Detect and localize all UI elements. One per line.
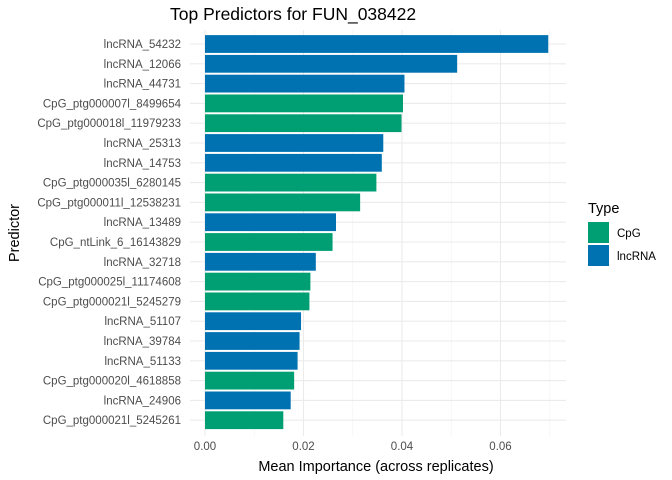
x-tick-label: 0.02 [292,441,314,453]
bar [205,391,291,410]
legend-title: Type [588,201,619,217]
legend-swatch [588,245,609,266]
bar [205,153,382,172]
bars [205,35,549,430]
bar [205,94,403,113]
x-axis-title: Mean Importance (across replicates) [258,459,493,475]
y-tick-label: CpG_ptg000018l_11979233 [37,118,181,130]
y-tick-labels: lncRNA_54232 lncRNA_12066 lncRNA_44731 CpG_… [37,39,181,427]
bar [205,74,405,93]
y-tick-label: lncRNA_39784 [104,336,182,348]
y-tick-label: lncRNA_12066 [104,59,181,71]
x-tick-label: 0.04 [391,441,414,453]
y-axis-title: Predictor [7,204,23,262]
bar [205,134,384,152]
y-tick-label: CpG_ptg000007l_8499654 [43,98,182,110]
y-tick-label: lncRNA_14753 [104,158,181,170]
y-tick-label: CpG_ptg000021l_5245279 [43,296,181,308]
y-tick-label: lncRNA_54232 [104,39,181,51]
legend-label: CpG [617,228,641,240]
legend-label: lncRNA [617,251,656,263]
y-tick-label: lncRNA_25313 [104,138,181,150]
y-tick-label: lncRNA_32718 [104,257,181,269]
y-tick-label: CpG_ptg000020l_4618858 [43,376,181,388]
bar [205,351,298,370]
y-tick-label: CpG_ntLink_6_16143829 [50,237,181,249]
bar [205,292,310,311]
x-tick-label: 0.00 [194,441,216,453]
y-tick-label: lncRNA_24906 [104,395,181,407]
bar [205,35,549,53]
y-tick-label: CpG_ptg000011l_12538231 [37,197,181,209]
y-tick-label: lncRNA_51133 [104,356,181,368]
x-tick-labels: 0.00 0.02 0.04 0.06 [194,441,512,453]
bar [205,312,302,331]
bar [205,193,361,212]
bar [205,332,300,350]
bar [205,411,284,430]
y-tick-label: lncRNA_13489 [104,217,181,229]
legend: Type CpG lncRNA [588,201,656,266]
y-tick-label: lncRNA_44731 [104,79,181,91]
bar [205,114,402,133]
bar [205,213,337,232]
x-tick-label: 0.06 [489,441,511,453]
bar [205,173,377,192]
y-tick-label: CpG_ptg000025l_11174608 [38,277,181,289]
y-tick-label: lncRNA_51107 [104,316,181,328]
y-tick-label: CpG_ptg000021l_5245261 [43,415,181,427]
bar [205,233,333,251]
bar [205,252,316,271]
bar [205,371,295,390]
bar [205,54,458,73]
y-tick-label: CpG_ptg000035l_6280145 [43,178,181,190]
bar [205,272,311,291]
legend-swatch [588,222,609,243]
chart-title: Top Predictors for FUN_038422 [170,4,416,25]
